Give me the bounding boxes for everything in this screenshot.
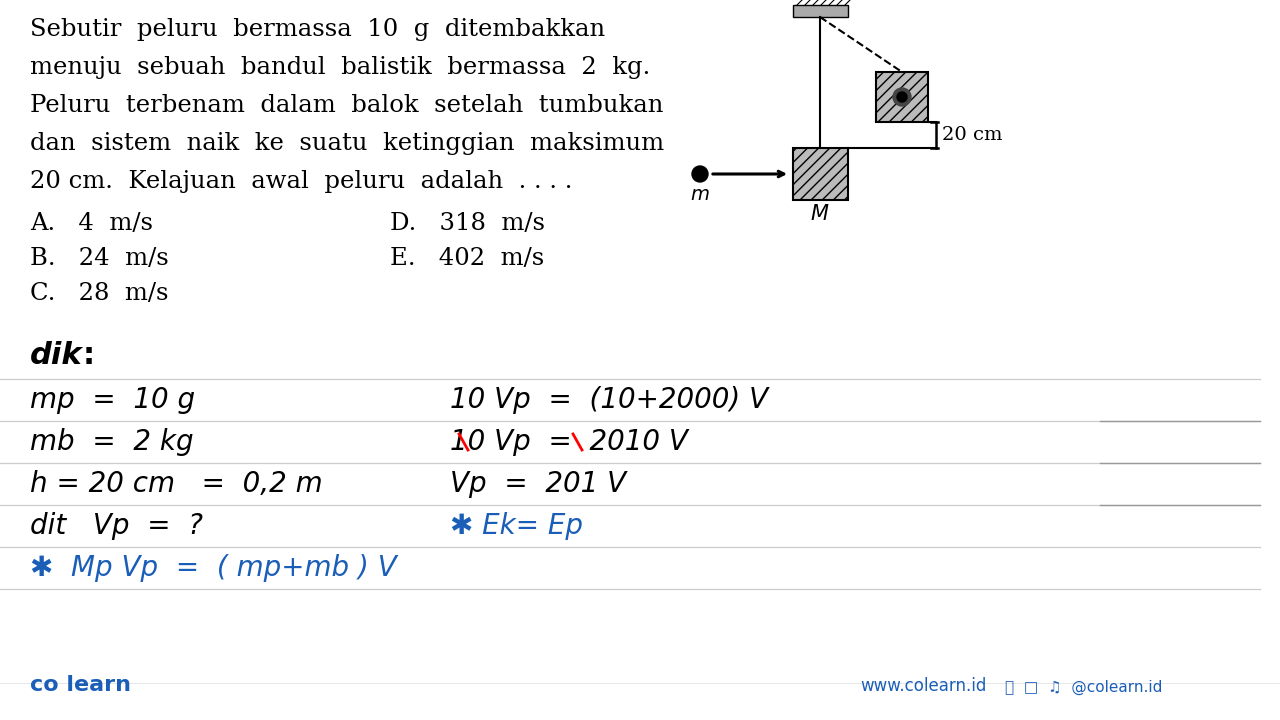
Text: Sebutir  peluru  bermassa  10  g  ditembakkan: Sebutir peluru bermassa 10 g ditembakkan bbox=[29, 18, 605, 41]
Text: ✱  Mp Vp  =  ( mp+mb ) V: ✱ Mp Vp = ( mp+mb ) V bbox=[29, 554, 397, 582]
Text: dik: dik bbox=[29, 341, 83, 370]
Text: :: : bbox=[83, 341, 95, 370]
Text: A.   4  m/s: A. 4 m/s bbox=[29, 212, 154, 235]
Text: ✱ Ek= Ep: ✱ Ek= Ep bbox=[451, 512, 582, 540]
Text: D.   318  m/s: D. 318 m/s bbox=[390, 212, 545, 235]
Text: 20 cm: 20 cm bbox=[942, 126, 1002, 144]
Text: $m$: $m$ bbox=[690, 186, 710, 204]
Text: 🐦  □  ♫  @colearn.id: 🐦 □ ♫ @colearn.id bbox=[1005, 680, 1162, 695]
Text: www.colearn.id: www.colearn.id bbox=[860, 677, 987, 695]
Text: menuju  sebuah  bandul  balistik  bermassa  2  kg.: menuju sebuah bandul balistik bermassa 2… bbox=[29, 56, 650, 79]
Text: 20 cm.  Kelajuan  awal  peluru  adalah  . . . .: 20 cm. Kelajuan awal peluru adalah . . .… bbox=[29, 170, 572, 193]
Text: B.   24  m/s: B. 24 m/s bbox=[29, 247, 169, 270]
Bar bbox=[876, 72, 928, 122]
Bar bbox=[794, 5, 849, 17]
Text: dan  sistem  naik  ke  suatu  ketinggian  maksimum: dan sistem naik ke suatu ketinggian maks… bbox=[29, 132, 664, 155]
Text: mp  =  10 g: mp = 10 g bbox=[29, 386, 195, 414]
Text: h = 20 cm   =  0,2 m: h = 20 cm = 0,2 m bbox=[29, 470, 323, 498]
Text: $M$: $M$ bbox=[810, 204, 829, 224]
Text: 10 Vp  =  (10+2000) V: 10 Vp = (10+2000) V bbox=[451, 386, 768, 414]
Text: mb  =  2 kg: mb = 2 kg bbox=[29, 428, 193, 456]
Text: C.   28  m/s: C. 28 m/s bbox=[29, 282, 169, 305]
Text: 10 Vp  =  2010 V: 10 Vp = 2010 V bbox=[451, 428, 687, 456]
Text: dit   Vp  =  ?: dit Vp = ? bbox=[29, 512, 204, 540]
Circle shape bbox=[692, 166, 708, 182]
Text: E.   402  m/s: E. 402 m/s bbox=[390, 247, 544, 270]
Circle shape bbox=[897, 92, 908, 102]
Circle shape bbox=[893, 88, 911, 106]
Text: co learn: co learn bbox=[29, 675, 131, 695]
Text: Vp  =  201 V: Vp = 201 V bbox=[451, 470, 626, 498]
Bar bbox=[794, 148, 849, 200]
Text: Peluru  terbenam  dalam  balok  setelah  tumbukan: Peluru terbenam dalam balok setelah tumb… bbox=[29, 94, 663, 117]
